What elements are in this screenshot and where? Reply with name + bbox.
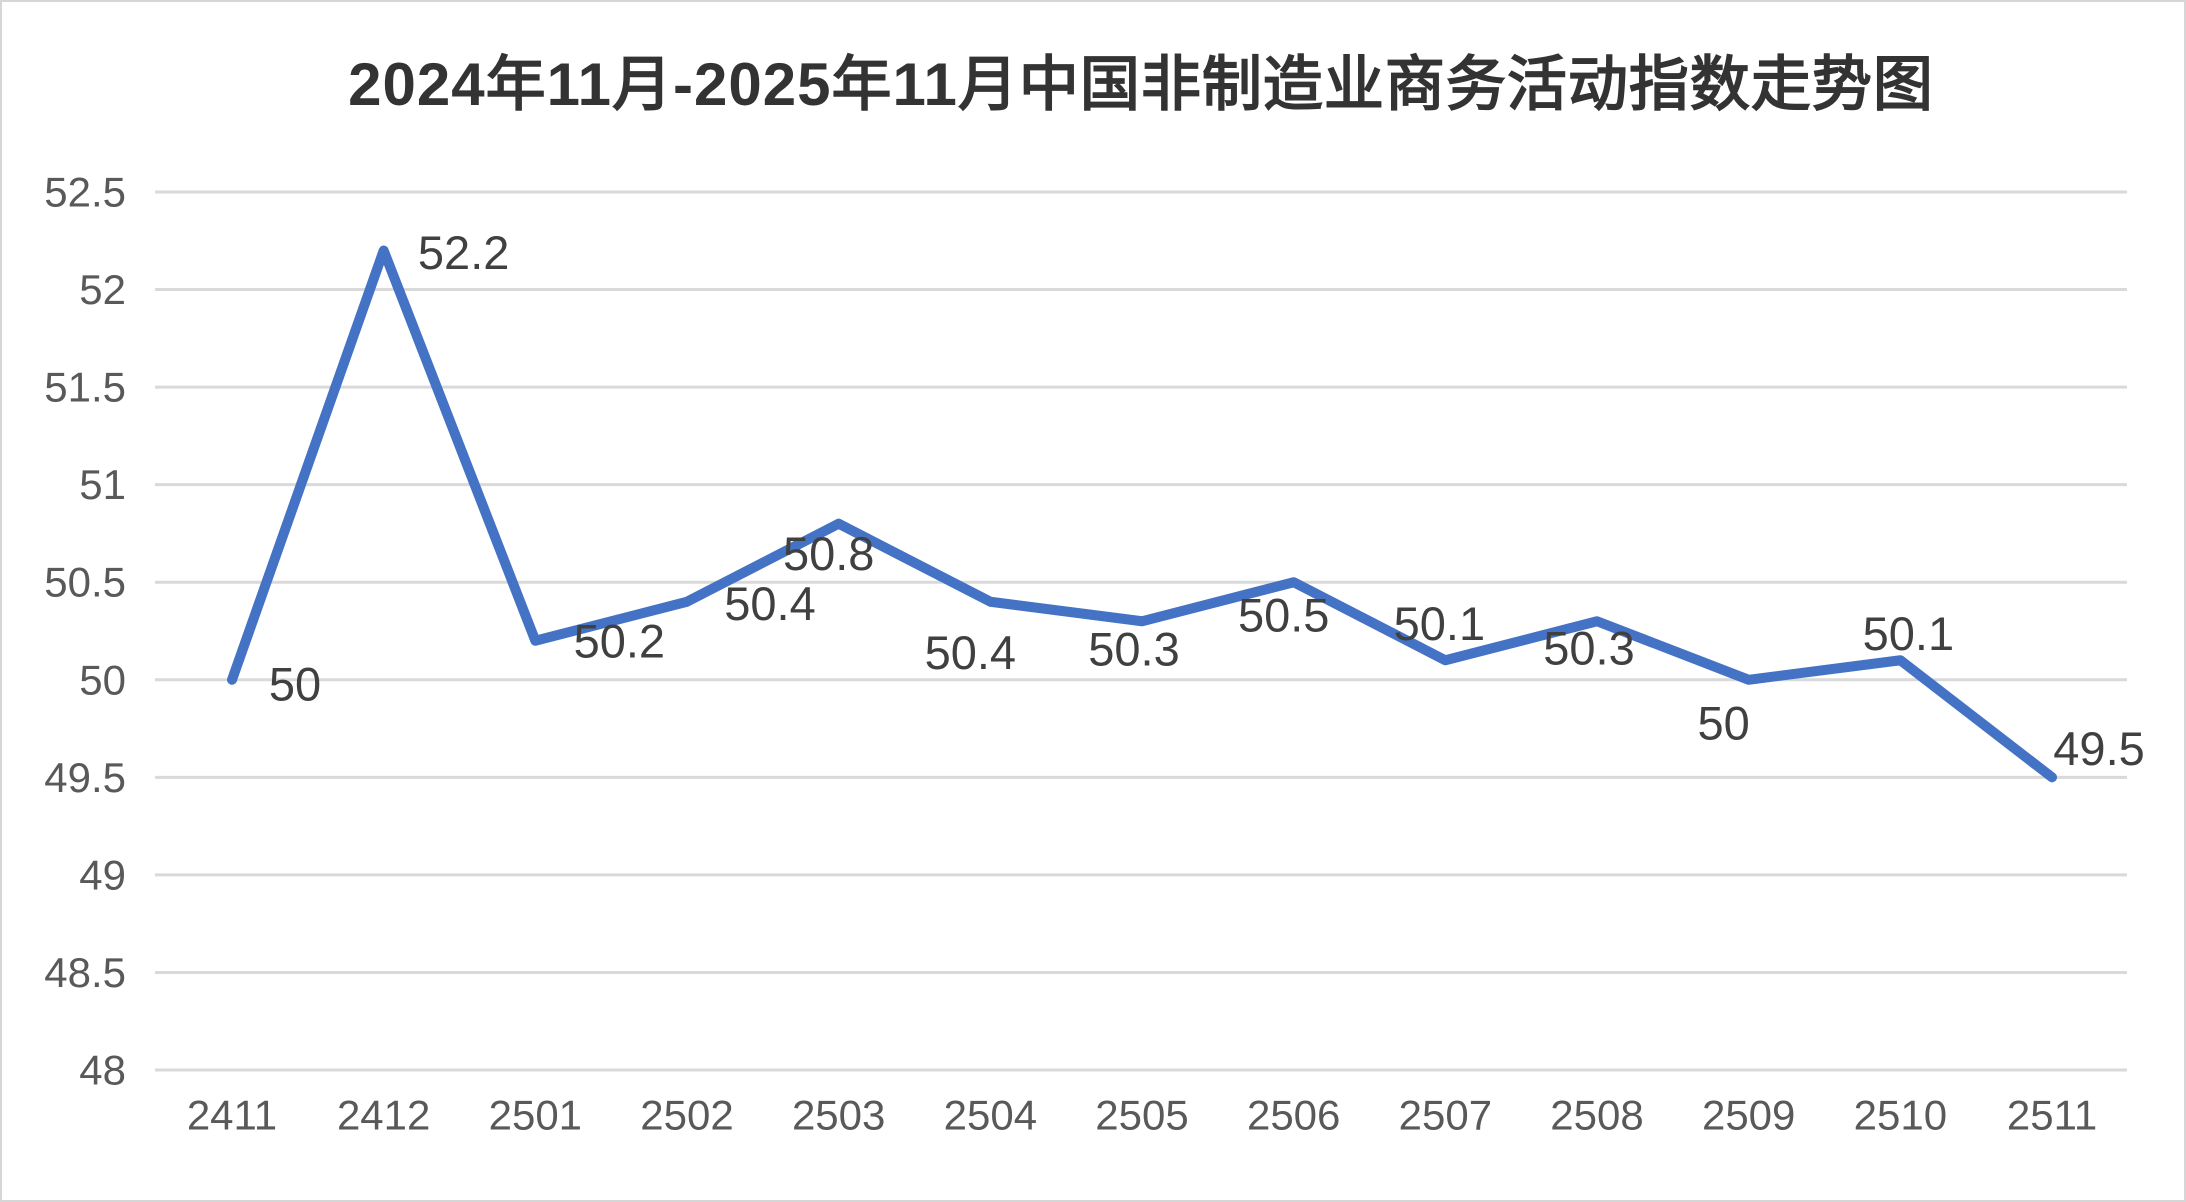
series-line — [227, 245, 2058, 783]
y-tick-label: 50 — [79, 656, 126, 703]
data-label: 49.5 — [2053, 722, 2144, 775]
data-label: 50 — [269, 657, 321, 710]
y-tick-label: 48 — [79, 1047, 126, 1094]
x-tick-label: 2501 — [489, 1092, 582, 1139]
data-label: 50.2 — [574, 614, 665, 667]
y-tick-label: 49 — [79, 851, 126, 898]
x-tick-label: 2510 — [1854, 1092, 1947, 1139]
data-label: 50.8 — [783, 527, 874, 580]
x-tick-label: 2503 — [792, 1092, 885, 1139]
x-tick-label: 2508 — [1550, 1092, 1643, 1139]
x-tick-label: 2411 — [187, 1092, 277, 1139]
y-tick-label: 50.5 — [44, 559, 126, 606]
data-label: 50 — [1698, 696, 1750, 749]
x-tick-label: 2502 — [640, 1092, 733, 1139]
y-tick-label: 48.5 — [44, 949, 126, 996]
y-tick-label: 51.5 — [44, 364, 126, 411]
data-label: 50.3 — [1543, 622, 1634, 675]
x-tick-label: 2507 — [1399, 1092, 1492, 1139]
x-tick-label: 2505 — [1095, 1092, 1188, 1139]
x-tick-label: 2504 — [944, 1092, 1037, 1139]
data-label: 50.4 — [724, 577, 815, 630]
data-label: 50.4 — [925, 626, 1016, 679]
y-tick-label: 51 — [79, 461, 126, 508]
data-label: 50.1 — [1863, 607, 1954, 660]
y-tick-label: 52.5 — [44, 169, 126, 216]
x-tick-label: 2509 — [1702, 1092, 1795, 1139]
data-label: 50.1 — [1394, 597, 1485, 650]
y-tick-label: 52 — [79, 266, 126, 313]
x-tick-label: 2412 — [337, 1092, 430, 1139]
data-label: 50.5 — [1238, 589, 1329, 642]
x-tick-label: 2506 — [1247, 1092, 1340, 1139]
data-label: 50.3 — [1088, 623, 1179, 676]
x-tick-label: 2511 — [2007, 1092, 2097, 1139]
chart-title: 2024年11月-2025年11月中国非制造业商务活动指数走势图 — [348, 51, 1934, 118]
y-tick-label: 49.5 — [44, 754, 126, 801]
data-label: 52.2 — [418, 226, 509, 279]
